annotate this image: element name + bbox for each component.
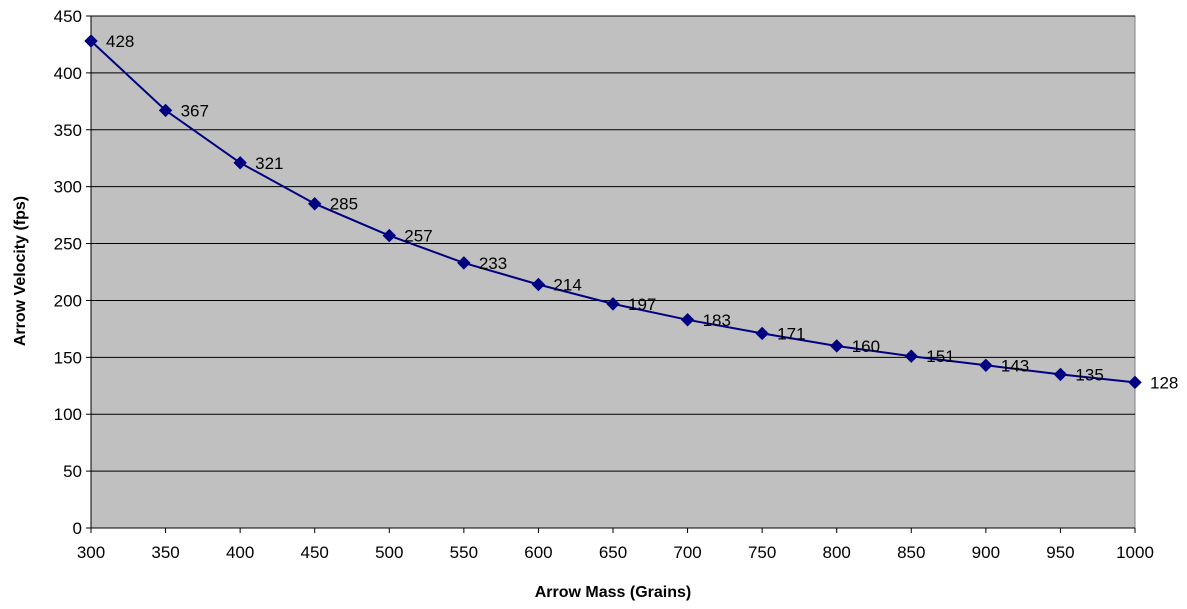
- x-tick-label: 650: [599, 543, 627, 562]
- data-point: [382, 228, 396, 243]
- data-point: [233, 156, 247, 170]
- data-label: 214: [553, 276, 581, 295]
- x-tick-labels: 300 350 400 450 500 550 600 650 700 750 800 850 900 9…: [77, 543, 1154, 562]
- data-label: 128: [1150, 373, 1178, 392]
- data-point: [308, 197, 322, 211]
- y-tick-label: 150: [54, 348, 82, 367]
- y-tick-label: 350: [54, 121, 82, 140]
- y-tick-labels: 0 50 100 150 200 250 300 350 400 450: [54, 7, 82, 538]
- gridlines: [91, 15, 1135, 472]
- data-label: 171: [777, 324, 805, 343]
- data-label: 135: [1075, 365, 1103, 384]
- x-tick-label: 800: [823, 543, 851, 562]
- data-point: [84, 34, 98, 48]
- data-point: [457, 256, 471, 270]
- data-point: [606, 297, 620, 311]
- data-label: 151: [926, 347, 954, 366]
- plot-area: [90, 15, 1136, 529]
- y-tick-label: 450: [54, 7, 82, 26]
- x-axis-title: Arrow Mass (Grains): [535, 584, 691, 601]
- x-tick-label: 1000: [1116, 543, 1154, 562]
- x-tick-label: 300: [77, 543, 105, 562]
- axes: [86, 15, 1136, 533]
- data-point: [830, 339, 844, 353]
- y-tick-label: 400: [54, 64, 82, 83]
- y-tick-label: 100: [54, 405, 82, 424]
- data-label: 183: [703, 311, 731, 330]
- data-point: [1053, 367, 1068, 382]
- data-points: [84, 34, 1142, 390]
- data-point: [755, 326, 769, 341]
- data-label: 143: [1001, 356, 1029, 375]
- data-point: [904, 349, 918, 363]
- data-label: 257: [404, 227, 432, 246]
- x-tick-label: 550: [450, 543, 478, 562]
- x-tick-label: 350: [151, 543, 179, 562]
- data-point: [1128, 375, 1142, 390]
- x-tick-label: 450: [301, 543, 329, 562]
- data-label: 285: [330, 195, 358, 214]
- x-tick-label: 950: [1046, 543, 1074, 562]
- y-tick-label: 250: [54, 235, 82, 254]
- y-tick-label: 50: [63, 462, 82, 481]
- x-tick-label: 750: [748, 543, 776, 562]
- data-label: 160: [852, 337, 880, 356]
- data-label: 428: [106, 32, 134, 51]
- x-tick-label: 700: [673, 543, 701, 562]
- data-label: 197: [628, 295, 656, 314]
- x-tick-label: 900: [972, 543, 1000, 562]
- data-point: [979, 358, 993, 373]
- data-point: [531, 277, 546, 292]
- y-tick-label: 300: [54, 178, 82, 197]
- data-label: 321: [255, 154, 283, 173]
- x-tick-label: 850: [897, 543, 925, 562]
- x-tick-label: 600: [524, 543, 552, 562]
- y-axis-title: Arrow Velocity (fps): [12, 196, 29, 346]
- data-labels: 428 367 321 285 257 233 214 197 183 171 160 151 143 1…: [106, 32, 1178, 392]
- data-label: 233: [479, 254, 507, 273]
- y-tick-label: 200: [54, 291, 82, 310]
- x-tick-label: 500: [375, 543, 403, 562]
- data-label: 367: [181, 101, 209, 120]
- y-tick-label: 0: [73, 519, 82, 538]
- data-point: [680, 313, 695, 327]
- data-point: [158, 103, 173, 118]
- x-tick-label: 400: [226, 543, 254, 562]
